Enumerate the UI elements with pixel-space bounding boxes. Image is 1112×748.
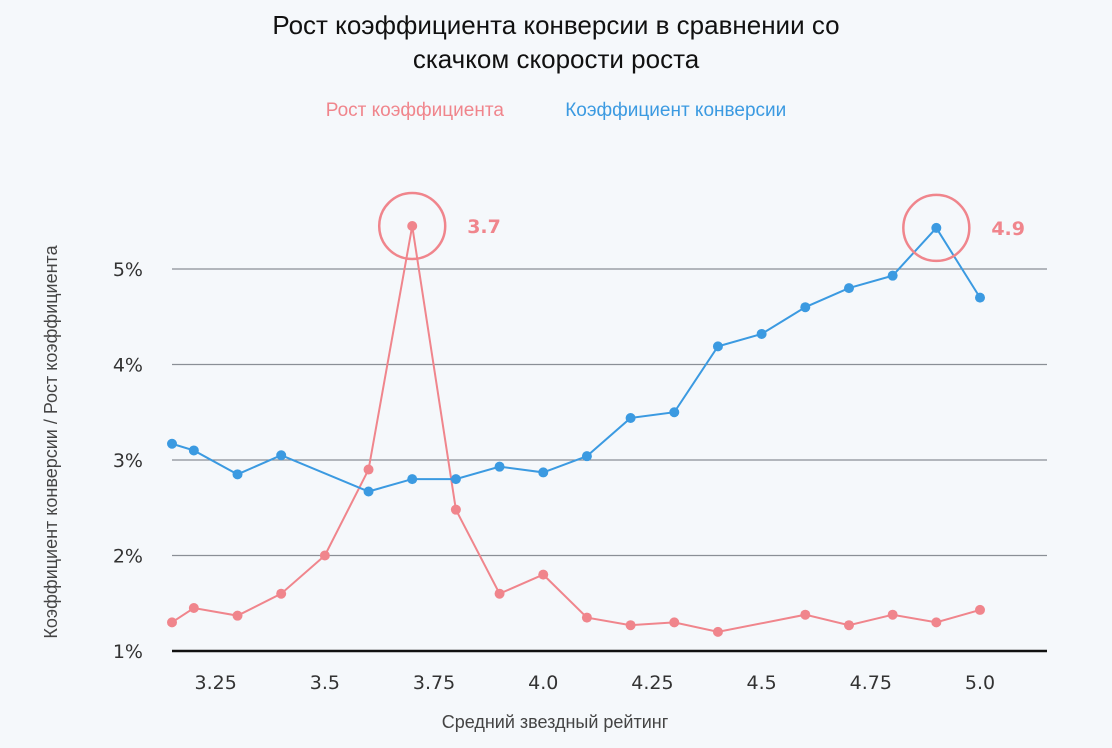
data-point — [363, 464, 374, 475]
x-axis-title: Средний звездный рейтинг — [442, 712, 669, 732]
data-point — [712, 626, 723, 637]
series-line-2 — [171, 226, 981, 493]
data-point — [843, 283, 854, 294]
data-point — [887, 270, 898, 281]
data-point — [494, 588, 505, 599]
data-point — [363, 486, 374, 497]
x-tick-label: 4.25 — [631, 672, 673, 694]
y-tick-label: 2% — [113, 546, 143, 568]
data-point — [407, 221, 418, 232]
y-tick-label: 4% — [113, 355, 143, 377]
data-point — [167, 438, 177, 449]
y-tick-label: 3% — [113, 450, 143, 472]
data-point — [931, 222, 942, 233]
data-point — [276, 588, 287, 599]
data-point — [407, 474, 418, 485]
data-point — [843, 620, 854, 631]
data-point — [538, 569, 549, 580]
x-tick-label: 4.0 — [528, 672, 558, 694]
x-axis-ticks: 3.25 3.5 3.75 4.0 4.25 4.5 4.75 5.0 — [195, 672, 996, 694]
chart-title: Рост коэффициента конверсии в сравнении … — [0, 8, 1112, 76]
data-point — [625, 620, 636, 631]
x-tick-label: 3.5 — [310, 672, 340, 694]
annotation-label: 3.7 — [467, 216, 501, 238]
data-point — [975, 292, 985, 303]
data-point — [232, 610, 243, 621]
data-point — [712, 341, 723, 352]
data-point — [188, 445, 199, 456]
series-layer — [167, 221, 985, 637]
data-point — [581, 612, 592, 623]
data-point — [931, 617, 942, 628]
series-line-1 — [171, 225, 981, 633]
x-tick-label: 4.5 — [747, 672, 777, 694]
data-point — [494, 461, 505, 472]
data-point — [669, 617, 680, 628]
x-tick-label: 4.75 — [850, 672, 892, 694]
data-point — [581, 451, 592, 462]
x-tick-label: 5.0 — [965, 672, 995, 694]
data-point — [887, 609, 898, 620]
highlight-circle — [902, 193, 971, 263]
y-axis-ticks: 1% 2% 3% 4% 5% — [113, 259, 143, 663]
data-point — [975, 604, 985, 615]
data-point — [450, 474, 461, 485]
grid — [172, 268, 1047, 653]
annotation-label: 4.9 — [991, 218, 1025, 240]
data-point — [756, 328, 767, 339]
data-point — [167, 617, 177, 628]
y-tick-label: 5% — [113, 259, 143, 281]
highlight-circle — [377, 191, 447, 261]
chart-title-line-2: скачком скорости роста — [412, 44, 700, 74]
annotations: 3.7 4.9 — [377, 191, 1025, 263]
legend-item-conversion[interactable]: Коэффициент конверсии — [565, 100, 787, 121]
legend-item-growth[interactable]: Рост коэффициента — [325, 100, 504, 121]
data-point — [450, 504, 461, 515]
y-axis-title: Коэффициент конверсии / Рост коэффициент… — [41, 244, 61, 638]
x-tick-label: 3.25 — [195, 672, 237, 694]
data-point — [276, 450, 287, 461]
data-point — [232, 469, 243, 480]
chart-title-line-1: Рост коэффициента конверсии в сравнении … — [272, 10, 840, 40]
data-point — [800, 609, 811, 620]
data-point — [538, 467, 549, 478]
data-point — [625, 412, 636, 423]
data-point — [800, 302, 811, 313]
y-tick-label: 1% — [113, 641, 143, 663]
data-point — [188, 603, 199, 614]
x-tick-label: 3.75 — [413, 672, 455, 694]
data-point — [319, 550, 330, 561]
data-point — [669, 407, 680, 418]
legend: Рост коэффициента Коэффициент конверсии — [0, 100, 1112, 122]
